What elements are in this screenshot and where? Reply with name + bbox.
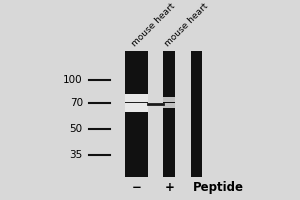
Bar [125,51,148,177]
Bar [164,102,175,103]
Text: −: − [132,181,142,194]
Text: 100: 100 [63,75,83,85]
Bar [164,51,175,177]
Text: Peptide: Peptide [193,181,244,194]
Text: 70: 70 [70,98,83,108]
Bar [190,51,202,177]
Text: mouse heart: mouse heart [163,1,210,48]
Bar [164,97,175,108]
Text: 50: 50 [70,124,83,134]
Bar [125,102,148,103]
Text: +: + [164,181,174,194]
Text: 35: 35 [70,150,83,160]
Bar [125,94,148,112]
Text: mouse heart: mouse heart [130,1,177,48]
